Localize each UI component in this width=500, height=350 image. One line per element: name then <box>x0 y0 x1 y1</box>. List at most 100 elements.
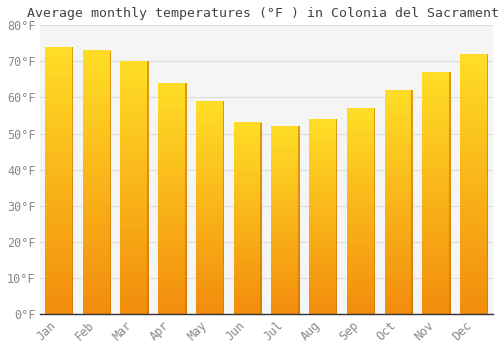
Bar <box>384 112 413 115</box>
Bar <box>234 308 262 310</box>
Bar <box>45 220 74 223</box>
Bar <box>83 208 111 211</box>
Bar <box>309 173 338 176</box>
Bar <box>460 267 488 270</box>
Bar <box>384 199 413 202</box>
Bar <box>272 285 299 288</box>
Bar <box>460 126 488 130</box>
Bar <box>234 298 262 301</box>
Bar <box>158 90 186 92</box>
Bar <box>460 153 488 155</box>
Bar <box>45 79 74 82</box>
Bar <box>272 209 299 211</box>
Bar <box>158 237 186 240</box>
Bar <box>158 106 186 108</box>
Bar <box>83 205 111 209</box>
Bar <box>83 140 111 143</box>
Bar <box>347 145 375 147</box>
Bar <box>272 175 299 177</box>
Bar <box>347 254 375 256</box>
Bar <box>422 176 450 178</box>
Bar <box>487 54 488 314</box>
Bar <box>234 180 262 182</box>
Bar <box>309 189 338 191</box>
Bar <box>460 282 488 285</box>
Bar <box>234 201 262 203</box>
Bar <box>234 157 262 159</box>
Bar <box>158 295 186 298</box>
Bar <box>384 148 413 150</box>
Bar <box>460 140 488 142</box>
Bar <box>234 312 262 314</box>
Bar <box>384 219 413 222</box>
Bar <box>460 257 488 259</box>
Bar <box>272 156 299 158</box>
Bar <box>422 296 450 299</box>
Bar <box>384 175 413 177</box>
Bar <box>272 162 299 164</box>
Bar <box>272 312 299 314</box>
Bar <box>309 273 338 275</box>
Bar <box>196 224 224 226</box>
Bar <box>45 143 74 146</box>
Bar <box>384 105 413 108</box>
Bar <box>45 295 74 298</box>
Bar <box>158 120 186 122</box>
Bar <box>196 256 224 259</box>
Bar <box>234 237 262 239</box>
Bar <box>384 177 413 180</box>
Bar <box>120 248 149 251</box>
Bar <box>45 183 74 186</box>
Bar <box>120 228 149 231</box>
Bar <box>45 201 74 204</box>
Bar <box>83 226 111 230</box>
Bar <box>234 212 262 215</box>
Bar <box>45 225 74 229</box>
Bar <box>260 123 262 314</box>
Bar <box>45 100 74 103</box>
Bar <box>120 263 149 266</box>
Bar <box>45 217 74 220</box>
Bar <box>272 308 299 310</box>
Bar <box>347 270 375 273</box>
Bar <box>384 150 413 153</box>
Bar <box>272 291 299 293</box>
Bar <box>234 304 262 306</box>
Bar <box>234 251 262 253</box>
Bar <box>309 282 338 285</box>
Bar <box>374 108 375 314</box>
Bar <box>309 125 338 127</box>
Bar <box>234 220 262 222</box>
Bar <box>83 266 111 269</box>
Bar <box>272 201 299 203</box>
Bar <box>347 293 375 295</box>
Bar <box>460 64 488 67</box>
Bar <box>384 132 413 135</box>
Bar <box>120 175 149 177</box>
Bar <box>45 164 74 167</box>
Bar <box>347 124 375 127</box>
Bar <box>309 312 338 314</box>
Bar <box>422 132 450 135</box>
Bar <box>158 298 186 300</box>
Bar <box>272 274 299 276</box>
Bar <box>234 195 262 197</box>
Bar <box>309 284 338 287</box>
Bar <box>460 248 488 252</box>
Bar <box>422 130 450 133</box>
Bar <box>422 82 450 84</box>
Bar <box>196 220 224 222</box>
Bar <box>120 144 149 147</box>
Bar <box>120 293 149 296</box>
Bar <box>384 278 413 280</box>
Bar <box>309 232 338 234</box>
Bar <box>309 150 338 152</box>
Bar <box>422 294 450 297</box>
Bar <box>158 212 186 215</box>
Bar <box>196 167 224 169</box>
Bar <box>83 300 111 303</box>
Bar <box>309 269 338 271</box>
Bar <box>422 277 450 280</box>
Bar <box>460 150 488 153</box>
Bar <box>45 263 74 266</box>
